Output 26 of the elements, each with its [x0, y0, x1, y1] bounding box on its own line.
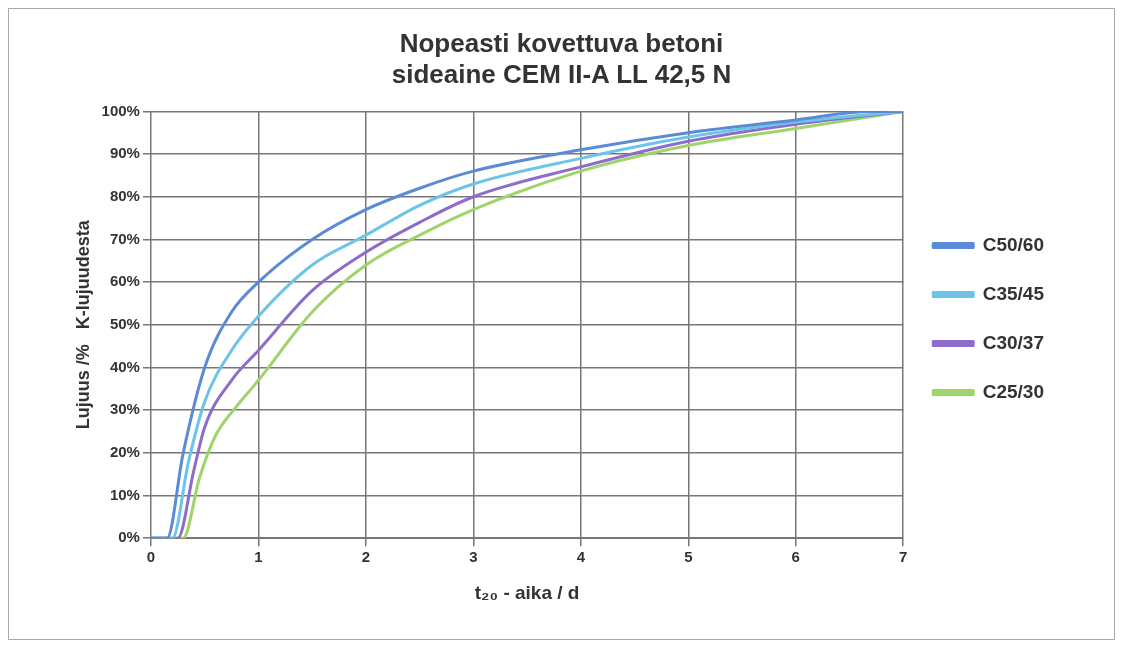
x-tick-label: 0	[146, 548, 156, 566]
legend-label: C35/45	[982, 282, 1045, 304]
legend-label: C25/30	[982, 380, 1045, 402]
x-tick-label: 4	[576, 548, 586, 566]
x-tick-label: 3	[469, 548, 478, 566]
y-tick-label: 100%	[101, 101, 140, 119]
y-tick-label: 40%	[109, 357, 140, 375]
y-tick-label: 10%	[109, 485, 140, 503]
y-tick-label: 70%	[109, 229, 140, 247]
chart-title: Nopeasti kovettuva betoni sideaine CEM II-A LL 42,5 N	[391, 27, 732, 89]
x-tick-label: 7	[899, 548, 908, 566]
y-tick-label: 30%	[109, 400, 140, 418]
y-tick-label: 90%	[109, 144, 140, 162]
y-axis-title: Lujuus /% K-lujuudesta	[72, 219, 93, 430]
y-tick-label: 60%	[109, 272, 140, 290]
x-tick-label: 2	[361, 548, 371, 566]
x-tick-label: 5	[684, 548, 693, 566]
y-tick-label: 20%	[109, 442, 140, 460]
y-tick-label: 80%	[109, 186, 140, 204]
legend-label: C50/60	[982, 233, 1045, 255]
x-axis-title: t₂₀ - aika / d	[474, 581, 580, 603]
x-tick-label: 1	[254, 548, 263, 566]
y-tick-label: 0%	[118, 528, 140, 546]
x-tick-label: 6	[791, 548, 800, 566]
legend-label: C30/37	[982, 331, 1045, 353]
y-tick-label: 50%	[109, 314, 140, 332]
